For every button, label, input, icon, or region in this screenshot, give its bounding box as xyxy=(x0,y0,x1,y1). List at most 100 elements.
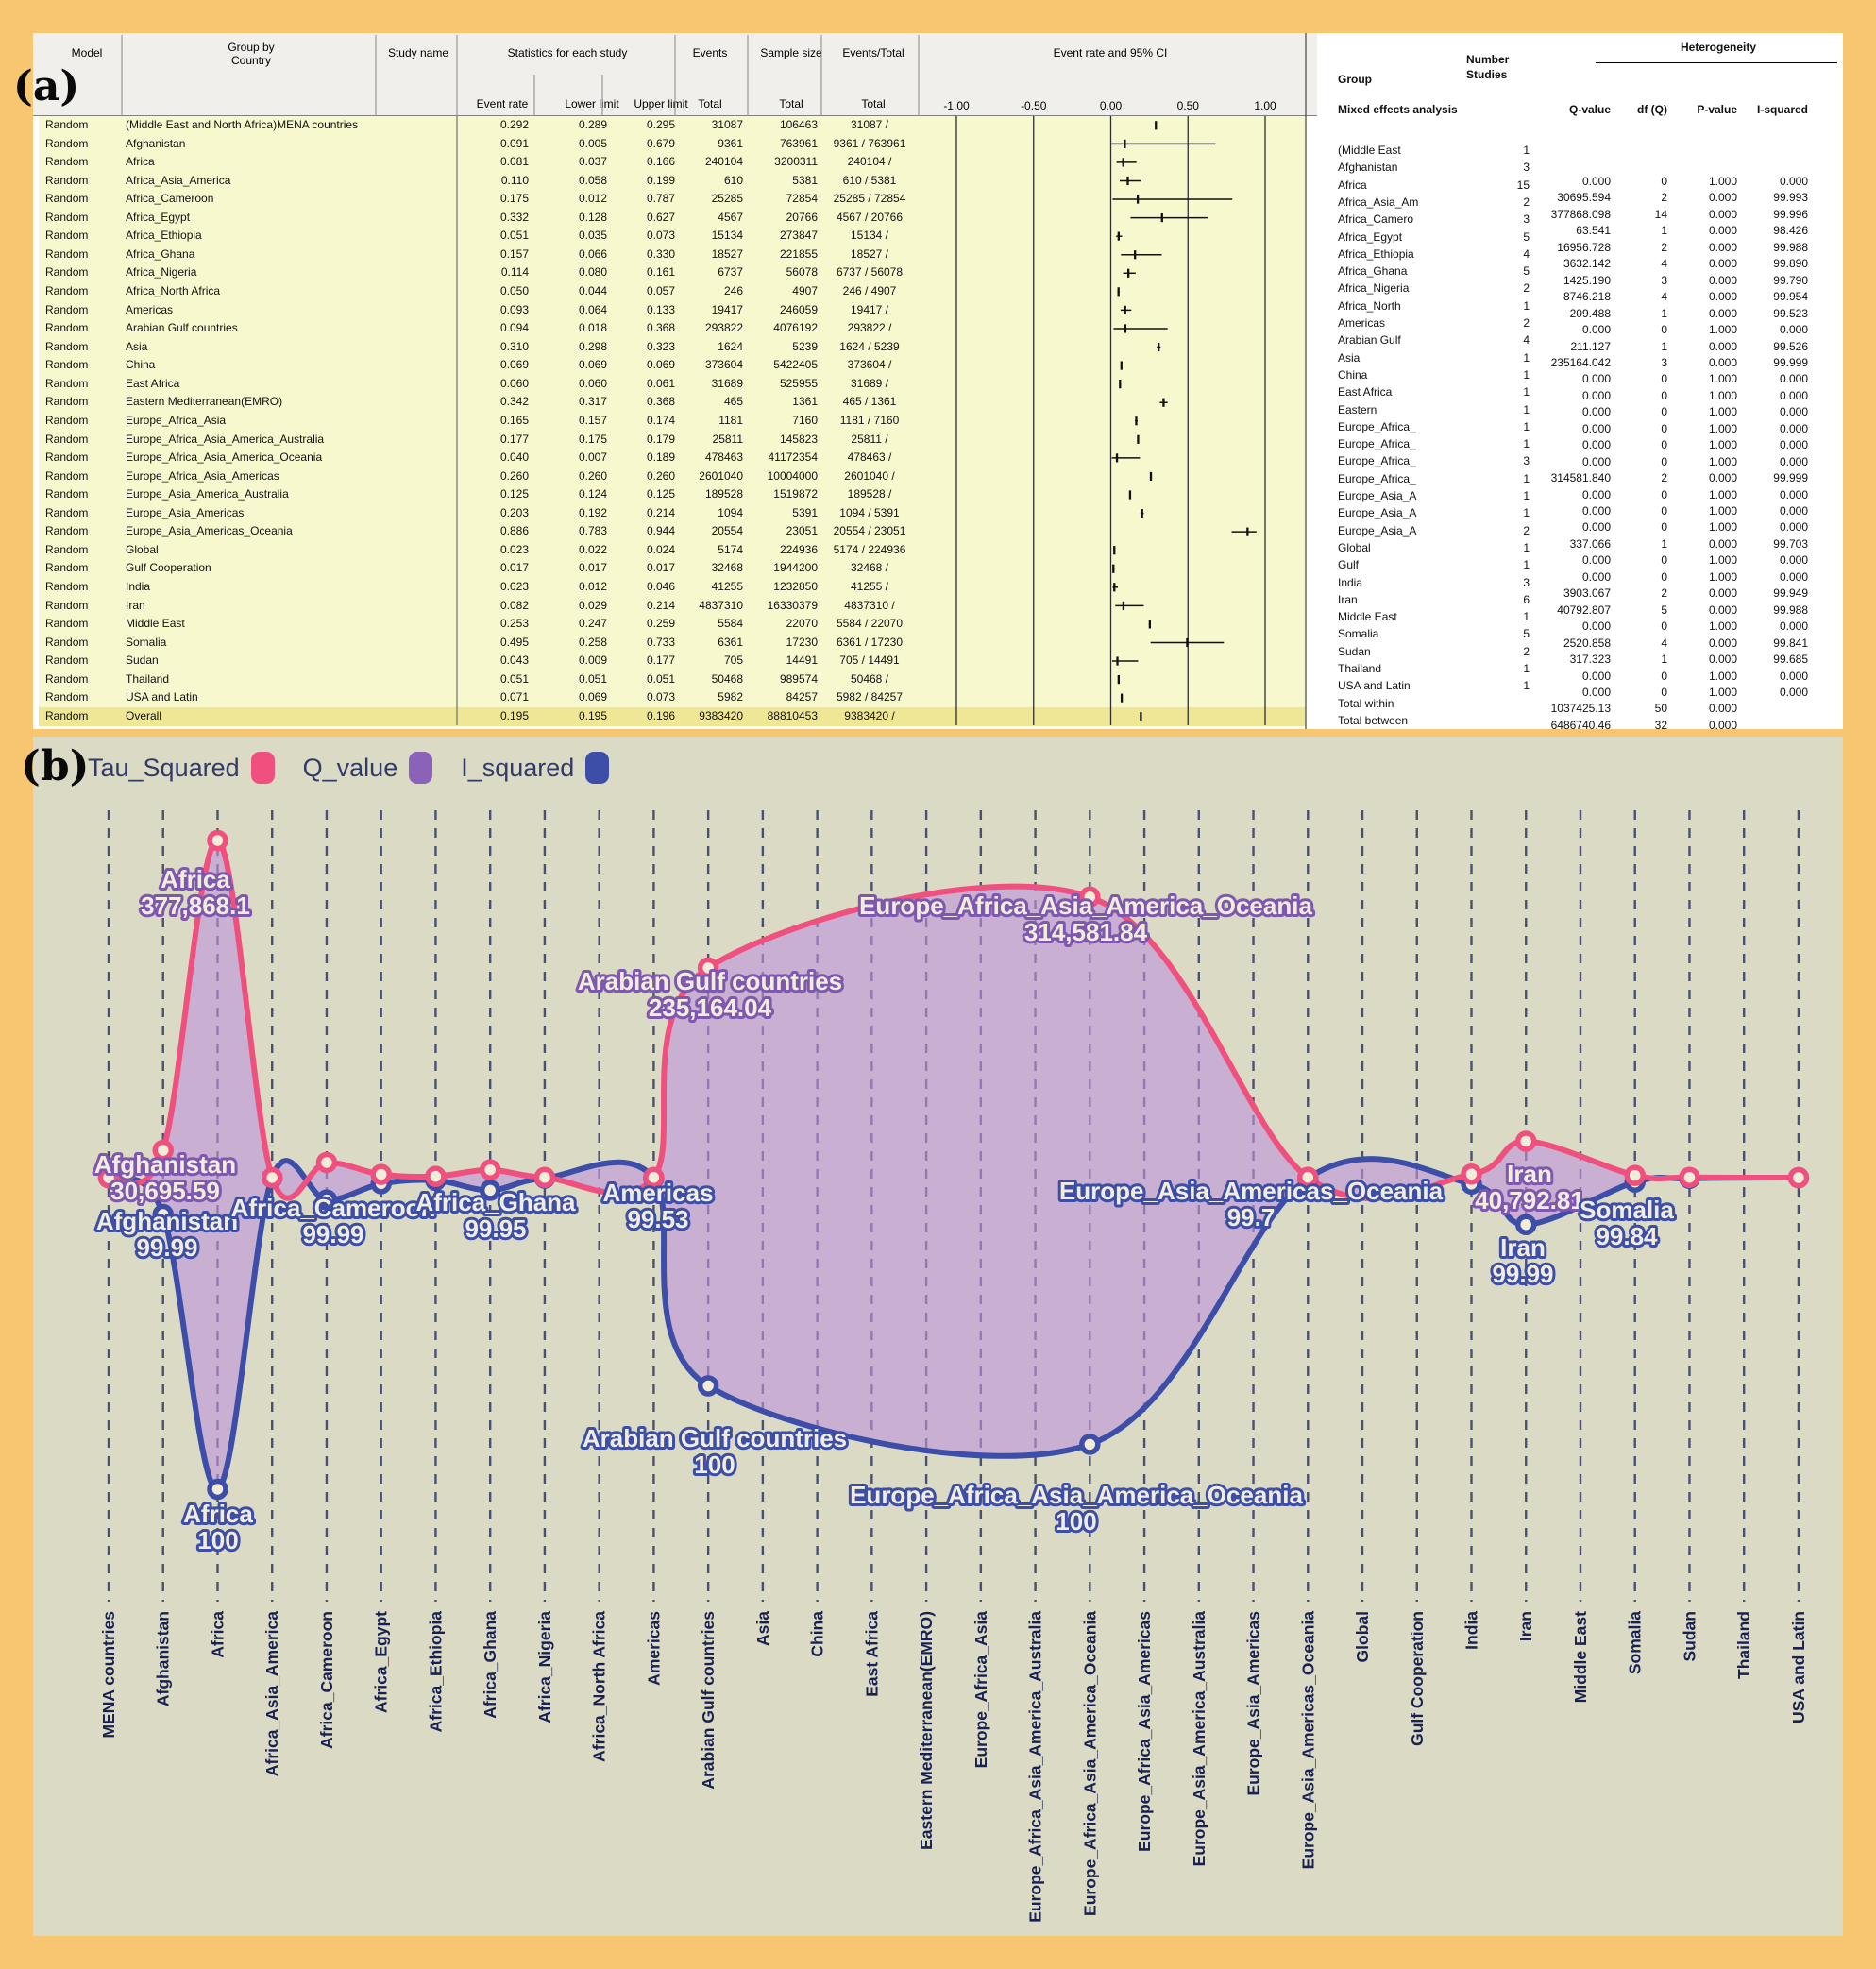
cell-group: East Africa xyxy=(126,376,180,390)
het-stat-q: 8746.218 xyxy=(1563,290,1611,304)
chart-label-q_value: Europe_Africa_Asia_America_Oceania xyxy=(859,891,1312,920)
het-stat-i2: 99.988 xyxy=(1773,603,1808,617)
het-group-name: Total between xyxy=(1338,713,1409,727)
chart-label-i_squared: 99.99 xyxy=(1492,1260,1553,1288)
het-num-studies: 1 xyxy=(1523,558,1530,572)
cell-upper: 0.199 xyxy=(646,173,675,187)
cell-model: Random xyxy=(45,708,89,722)
legend-swatch-icon xyxy=(250,752,275,784)
cell-upper: 0.733 xyxy=(646,635,675,649)
forest-table-rows: Random (Middle East and North Africa)MENA… xyxy=(33,33,1317,729)
cell-group: Europe_Asia_Americas_Oceania xyxy=(126,524,293,538)
table-row: Random Africa_Ethiopia 0.051 0.035 0.073 1513… xyxy=(33,227,1306,246)
chart-label-i_squared: Arabian Gulf countries xyxy=(583,1424,847,1452)
het-stat-q: 6486740.46 xyxy=(1550,718,1611,732)
chart-label-q_value: Iran xyxy=(1507,1160,1552,1188)
cell-sample: 1361 xyxy=(792,395,818,409)
cell-events: 20554 xyxy=(711,524,743,538)
het-group-name: Total within xyxy=(1338,696,1394,710)
cell-sample: 16330379 xyxy=(767,598,818,612)
legend-label: Q_value xyxy=(302,753,398,782)
cell-group: Asia xyxy=(126,339,148,353)
cell-rate: 0.157 xyxy=(499,246,529,261)
het-stat-df: 0 xyxy=(1661,520,1667,535)
het-stat-df: 14 xyxy=(1654,207,1667,221)
cell-sample: 5239 xyxy=(792,339,818,353)
het-group-name: Europe_Asia_A xyxy=(1338,506,1417,520)
cell-ratio: 9361 / 763961 xyxy=(833,136,906,150)
het-stat-q: 0.000 xyxy=(1581,569,1611,584)
table-row: Random Global 0.023 0.022 0.024 5174 224936 517… xyxy=(33,541,1306,560)
cell-upper: 0.057 xyxy=(646,284,675,298)
het-stat-q: 0.000 xyxy=(1581,520,1611,535)
cell-sample: 1519872 xyxy=(773,487,818,501)
het-stat-df: 2 xyxy=(1661,586,1667,601)
het-stat-q: 0.000 xyxy=(1581,669,1611,683)
het-num-studies: 3 xyxy=(1523,575,1530,589)
cell-lower: 0.317 xyxy=(578,395,607,409)
het-stat-df: 0 xyxy=(1661,569,1667,584)
col-header-event-rate: Event rate xyxy=(476,97,529,110)
cell-rate: 0.091 xyxy=(499,136,529,150)
table-row: Random Europe_Asia_Americas 0.203 0.192 0.21… xyxy=(33,504,1306,523)
cell-lower: 0.018 xyxy=(578,321,607,335)
het-stat-i2: 99.999 xyxy=(1773,355,1808,369)
cell-events: 6737 xyxy=(718,265,743,280)
x-axis-label: Eastern Mediterranean(EMRO) xyxy=(917,1611,936,1850)
cell-upper: 0.133 xyxy=(646,302,675,316)
het-stat-df: 0 xyxy=(1661,504,1667,518)
cell-group: Overall xyxy=(126,708,162,722)
cell-events: 293822 xyxy=(704,321,743,335)
chart-label-q_value: 377,868.1 xyxy=(141,891,250,920)
cell-group: Europe_Africa_Asia_America_Oceania xyxy=(126,450,323,465)
het-stat-p: 1.000 xyxy=(1708,175,1737,188)
table-row: Random Overall 0.195 0.195 0.196 9383420 88810… xyxy=(39,706,1306,726)
cell-rate: 0.023 xyxy=(499,542,529,556)
het-stat-p: 0.000 xyxy=(1708,224,1737,238)
chart-label-q_value: Africa xyxy=(161,865,230,893)
het-stat-p: 0.000 xyxy=(1708,536,1737,551)
x-axis-label: Arabian Gulf countries xyxy=(699,1611,718,1790)
cell-group: Thailand xyxy=(126,671,170,686)
cell-sample: 14491 xyxy=(786,654,818,668)
cell-lower: 0.066 xyxy=(578,246,607,261)
het-group-name: Africa xyxy=(1338,178,1367,192)
cell-group: Arabian Gulf countries xyxy=(126,321,238,335)
het-stat-p: 0.000 xyxy=(1708,207,1737,221)
cell-model: Random xyxy=(45,524,89,538)
q-value-markers xyxy=(97,829,1810,1189)
cell-model: Random xyxy=(45,302,89,316)
cell-ratio: 6361 / 17230 xyxy=(836,635,904,649)
table-row: Random Afghanistan 0.091 0.005 0.679 9361 7639… xyxy=(33,135,1306,154)
het-stat-i2: 99.526 xyxy=(1773,339,1808,353)
cell-upper: 0.295 xyxy=(646,118,675,131)
het-stat-i2: 0.000 xyxy=(1779,405,1808,419)
cell-model: Random xyxy=(45,155,89,169)
het-stat-p: 1.000 xyxy=(1708,487,1737,501)
het-group-name: Europe_Africa_ xyxy=(1338,471,1416,485)
x-axis-label: Afghanistan xyxy=(154,1611,173,1706)
chart-label-i_squared: 99.7 xyxy=(1227,1203,1276,1231)
cell-group: Sudan xyxy=(126,654,159,668)
cell-model: Random xyxy=(45,118,89,131)
het-stat-i2: 0.000 xyxy=(1779,685,1808,699)
cell-group: Africa_Egypt xyxy=(126,210,191,224)
chart-legend: Tau_Squared Q_value I_squared xyxy=(88,752,610,784)
cell-upper: 0.177 xyxy=(646,654,675,668)
het-col-i-squared: I-squared xyxy=(1756,103,1808,116)
het-num-studies: 1 xyxy=(1523,489,1530,502)
het-stat-df: 1 xyxy=(1661,224,1667,238)
cell-ratio: 50468 / xyxy=(850,671,889,686)
het-stat-q: 2520.858 xyxy=(1563,636,1611,650)
cell-ratio: 1624 / 5239 xyxy=(839,339,900,353)
het-group-name: Eastern xyxy=(1338,402,1377,416)
x-axis-label: Africa_Ethiopia xyxy=(426,1611,445,1733)
cell-sample: 763961 xyxy=(779,136,818,150)
cell-group: Americas xyxy=(126,302,174,316)
cell-rate: 0.125 xyxy=(499,487,529,501)
cell-ratio: 31087 / xyxy=(850,118,889,131)
cell-events: 5174 xyxy=(718,542,743,556)
het-group-name: USA and Latin xyxy=(1338,679,1411,693)
x-axis-label: Africa_Cameroon xyxy=(317,1611,336,1749)
cell-events: 465 xyxy=(723,395,743,409)
